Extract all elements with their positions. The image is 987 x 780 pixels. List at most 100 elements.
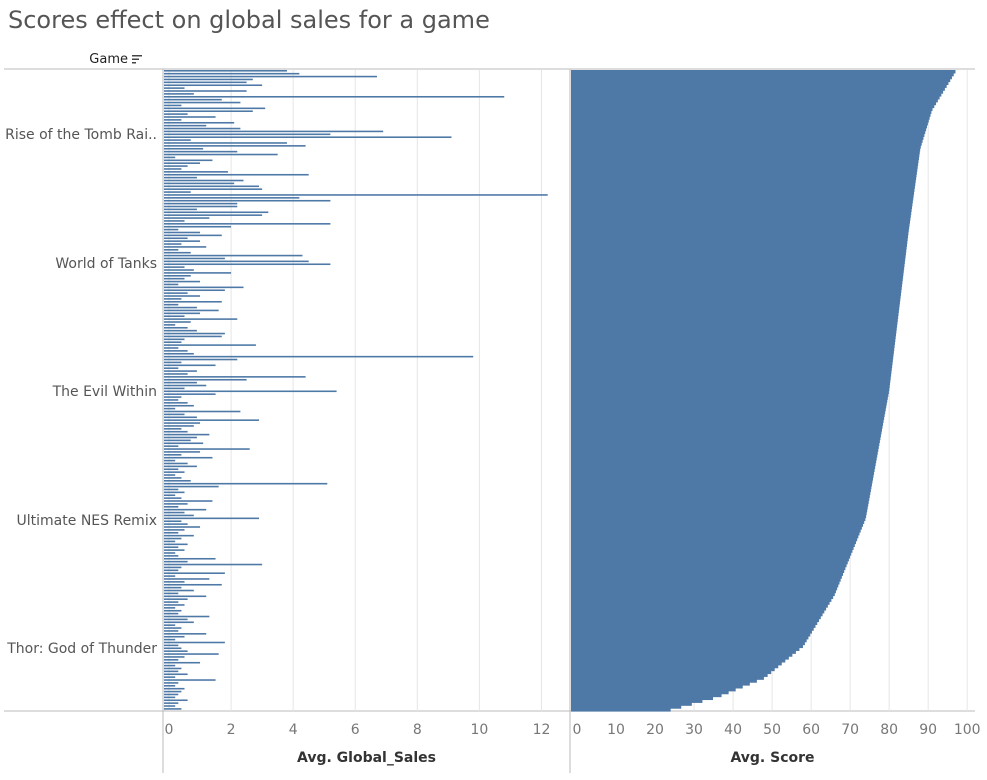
sales-bar (164, 618, 188, 621)
score-bar (571, 633, 811, 637)
score-bar (571, 578, 841, 582)
score-bar (571, 598, 832, 602)
score-bar (571, 517, 866, 522)
sales-bar (164, 621, 194, 624)
score-bar (571, 569, 845, 574)
category-label: Rise of the Tomb Rai.. (5, 127, 157, 143)
sales-bar (164, 586, 182, 589)
sales-bar (164, 286, 244, 289)
sales-bar (164, 355, 474, 358)
score-bar (571, 529, 861, 533)
sales-bar (164, 638, 176, 641)
sales-bar (164, 546, 179, 549)
sales-bar (164, 419, 260, 421)
sales-bar (164, 237, 188, 240)
score-bar (571, 555, 851, 559)
score-bar (571, 191, 915, 195)
score-bar (571, 647, 800, 651)
score-bar (571, 257, 906, 262)
sales-bar (164, 387, 185, 390)
sales-bar (164, 436, 197, 439)
sales-bar (164, 364, 216, 367)
score-bar (571, 147, 921, 152)
score-bar (571, 162, 919, 166)
sort-descending-icon[interactable] (132, 54, 143, 64)
sales-bar (164, 194, 548, 196)
sales-bar (164, 87, 185, 89)
sales-bar (164, 598, 188, 600)
score-tick-label: 10 (607, 722, 625, 738)
sales-bar (164, 407, 176, 410)
score-bar (571, 624, 816, 628)
score-tick-label: 30 (685, 722, 703, 738)
sales-bar (164, 384, 207, 387)
score-tick-label: 100 (954, 722, 981, 738)
sales-bar (164, 251, 191, 254)
score-bar (571, 520, 865, 524)
score-bar (571, 696, 714, 701)
sales-bar (164, 615, 210, 618)
sales-bar (164, 142, 287, 144)
score-bar (571, 635, 809, 640)
sales-bar (164, 326, 188, 329)
score-bar (571, 150, 920, 155)
score-tick-label: 20 (646, 722, 664, 738)
score-bar (571, 485, 872, 490)
score-bar (571, 650, 796, 654)
score-bar (571, 690, 729, 695)
sales-bar (164, 555, 179, 557)
score-bar (571, 326, 897, 331)
score-bar (571, 572, 844, 576)
score-bar (571, 228, 909, 233)
sales-bar (164, 72, 300, 75)
score-bar (571, 303, 900, 308)
sales-bar (164, 413, 185, 416)
sales-bar (164, 309, 219, 312)
score-bar (571, 583, 839, 588)
sales-bar (164, 367, 179, 369)
sales-bar (164, 280, 201, 283)
sales-bar (164, 197, 300, 199)
sales-bar (164, 523, 188, 525)
score-bar (571, 604, 828, 608)
score-bar (571, 581, 840, 585)
score-bar (571, 298, 901, 302)
score-bar (571, 482, 872, 487)
score-bar (571, 286, 902, 291)
score-bar (571, 142, 922, 146)
score-bar (571, 373, 892, 377)
game-field-header[interactable]: Game (0, 51, 163, 67)
score-bar (571, 494, 870, 498)
sales-bar (164, 81, 247, 84)
score-bar (571, 124, 928, 129)
sales-bar (164, 485, 219, 488)
score-bar (571, 127, 927, 132)
sales-bar (164, 572, 225, 574)
sales-bar (164, 647, 182, 650)
sales-bar (164, 425, 194, 427)
sales-bar (164, 361, 182, 364)
sales-bar (164, 90, 247, 92)
score-bar (571, 575, 842, 579)
sales-bar (164, 329, 197, 332)
score-bar (571, 560, 848, 565)
score-bar (571, 387, 890, 392)
sales-bar (164, 168, 182, 170)
score-bar (571, 156, 919, 161)
sales-bar (164, 78, 253, 81)
sales-bar (164, 179, 244, 182)
score-bar (571, 687, 736, 692)
score-bar (571, 84, 947, 88)
score-bar (571, 231, 909, 236)
score-bar (571, 618, 820, 623)
sales-bar (164, 165, 188, 167)
sales-bar (164, 549, 185, 551)
score-bar (571, 404, 887, 409)
sales-bar (164, 508, 207, 511)
sales-bar (164, 422, 201, 424)
sales-bar (164, 295, 201, 297)
score-bar (571, 630, 812, 634)
score-tick-label: 70 (841, 722, 859, 738)
sales-bar (164, 133, 331, 136)
